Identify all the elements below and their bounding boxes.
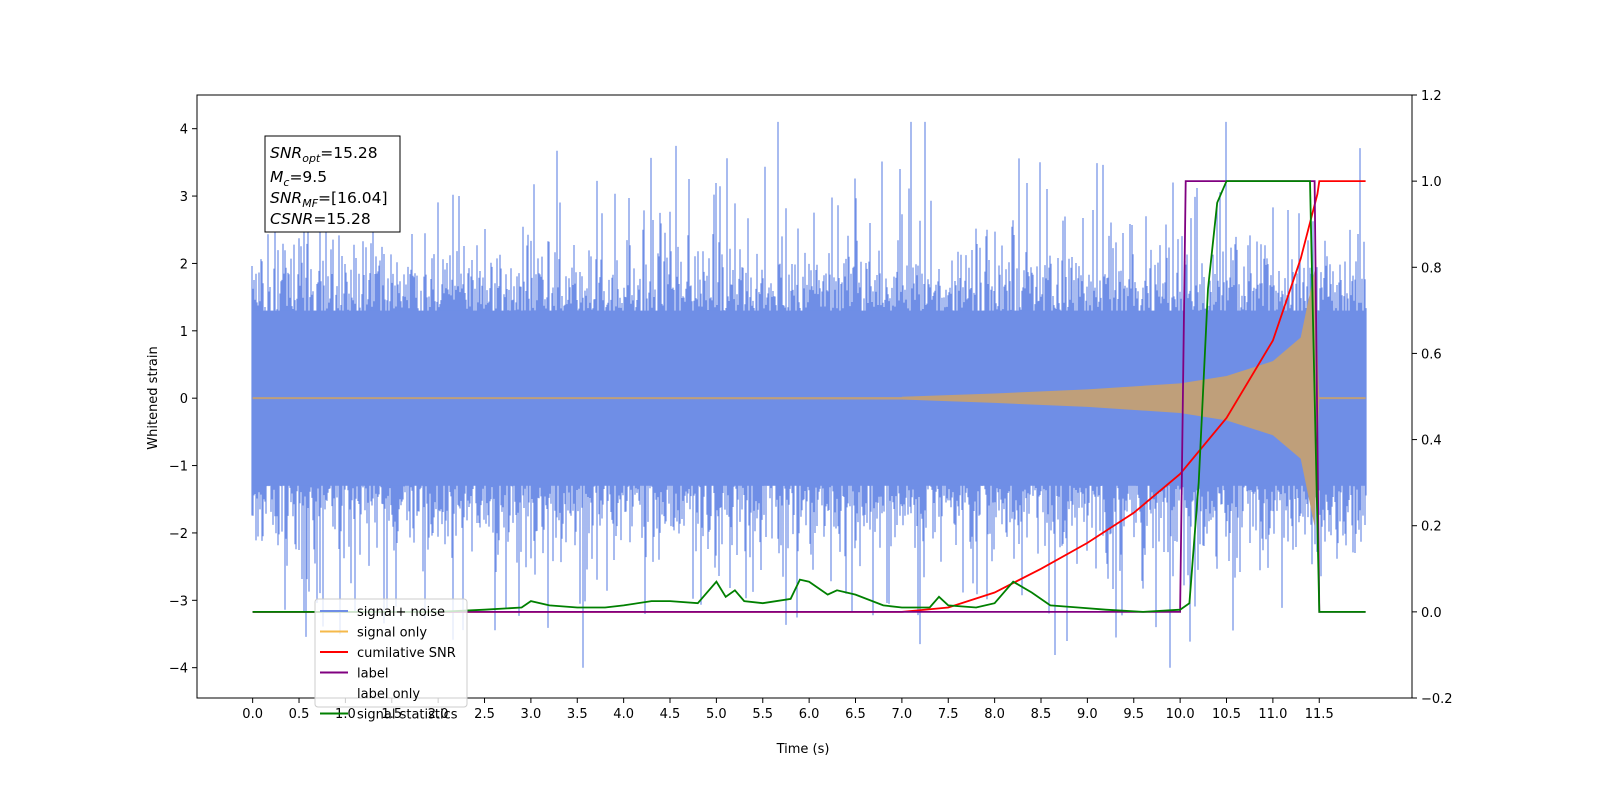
y-right-tick-label: 0.2 bbox=[1421, 520, 1442, 535]
y-axis-label: Whitened strain bbox=[146, 346, 161, 449]
x-tick-label: 9.5 bbox=[1123, 707, 1144, 722]
x-tick-label: 6.5 bbox=[845, 707, 866, 722]
x-tick-label: 0.0 bbox=[242, 707, 263, 722]
x-tick-label: 4.5 bbox=[660, 707, 681, 722]
x-tick-label: 0.5 bbox=[289, 707, 310, 722]
legend: signal+ noise signal only cumilative SNR la… bbox=[314, 598, 468, 723]
plot-frame bbox=[196, 94, 1413, 699]
legend-label: label bbox=[357, 667, 388, 682]
legend-frame bbox=[314, 598, 468, 708]
legend-label: signal statistics bbox=[357, 708, 458, 723]
x-axis-label: Time (s) bbox=[776, 742, 830, 757]
legend-label: signal only bbox=[357, 626, 427, 641]
x-tick-label: 11.5 bbox=[1305, 707, 1334, 722]
y-left-tick-label: 1 bbox=[180, 325, 188, 340]
x-tick-label: 2.0 bbox=[428, 707, 449, 722]
right-axis-series bbox=[252, 180, 1366, 613]
legend-label: label only bbox=[357, 687, 420, 702]
y-left-tick-label: −4 bbox=[169, 662, 188, 677]
x-tick-label: 7.5 bbox=[938, 707, 959, 722]
x-tick-label: 5.0 bbox=[706, 707, 727, 722]
y-left-tick-label: 3 bbox=[180, 190, 188, 205]
x-tick-label: 10.5 bbox=[1212, 707, 1241, 722]
x-tick-label: 1.5 bbox=[381, 707, 402, 722]
x-tick-label: 5.5 bbox=[752, 707, 773, 722]
x-tick-label: 7.0 bbox=[892, 707, 913, 722]
x-tick-label: 3.0 bbox=[521, 707, 542, 722]
axes: 0.0 0.5 1.0 1.5 2.0 2.5 3.0 3.5 4.0 4.5 5.0 5.5 6.0 6… bbox=[169, 89, 1453, 722]
info-box: SNRopt=15.28 Mc=9.5 SNRMF=[16.04] CSNR=1… bbox=[264, 135, 401, 233]
info-snr-opt: SNRopt=15.28 bbox=[270, 144, 378, 165]
y-left-tick-label: 4 bbox=[180, 123, 188, 138]
info-box-frame bbox=[264, 135, 401, 233]
x-tick-label: 4.0 bbox=[613, 707, 634, 722]
signal-series bbox=[252, 270, 1366, 527]
x-tick-label: 3.5 bbox=[567, 707, 588, 722]
y-right-tick-label: 0.4 bbox=[1421, 434, 1442, 449]
x-tick-label: 6.0 bbox=[799, 707, 820, 722]
x-tick-label: 10.0 bbox=[1166, 707, 1195, 722]
y-left-tick-label: −3 bbox=[169, 594, 188, 609]
y-right-tick-label: 1.2 bbox=[1421, 89, 1442, 104]
legend-label: cumilative SNR bbox=[357, 646, 456, 661]
y-left-tick-label: 2 bbox=[180, 257, 188, 272]
y-right-tick-label: −0.2 bbox=[1421, 692, 1453, 707]
y-right-tick-label: 1.0 bbox=[1421, 175, 1442, 190]
info-snr-mf: SNRMF=[16.04] bbox=[270, 189, 388, 210]
info-mc: Mc=9.5 bbox=[270, 168, 327, 189]
y-left-tick-label: 0 bbox=[180, 392, 188, 407]
x-tick-label: 11.0 bbox=[1258, 707, 1287, 722]
legend-label: signal+ noise bbox=[357, 605, 445, 620]
y-right-tick-label: 0.0 bbox=[1421, 606, 1442, 621]
series-signal-statistics bbox=[252, 180, 1366, 613]
y-left-tick-label: −2 bbox=[169, 527, 188, 542]
x-tick-label: 8.0 bbox=[984, 707, 1005, 722]
y-left-tick-label: −1 bbox=[169, 460, 188, 475]
x-tick-label: 8.5 bbox=[1031, 707, 1052, 722]
y-right-tick-label: 0.8 bbox=[1421, 261, 1442, 276]
info-csnr: CSNR=15.28 bbox=[270, 210, 371, 228]
x-tick-label: 2.5 bbox=[474, 707, 495, 722]
x-tick-label: 9.0 bbox=[1077, 707, 1098, 722]
y-right-tick-label: 0.6 bbox=[1421, 347, 1442, 362]
